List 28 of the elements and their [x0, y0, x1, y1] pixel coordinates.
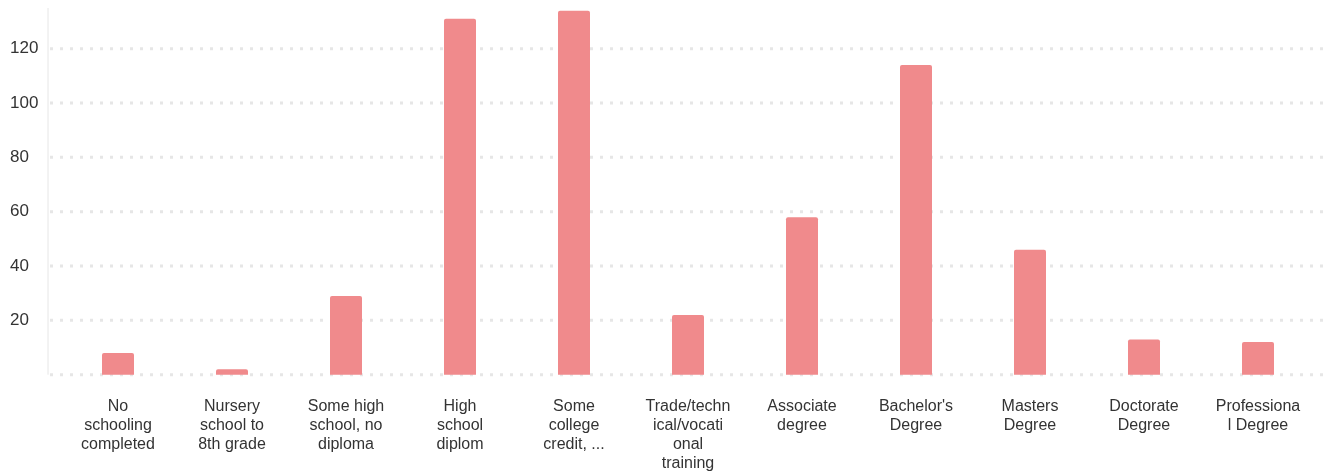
x-tick-label: Some high school, no diploma	[307, 397, 385, 452]
y-tick-label: 80	[10, 146, 29, 166]
bar	[672, 314, 704, 375]
x-tick-label: Professional Degree	[1215, 397, 1301, 433]
x-tick-label: Nursery school to 8th grade	[198, 397, 266, 452]
bar	[1242, 342, 1274, 375]
x-tick-label: Associate degree	[767, 397, 837, 433]
bar	[330, 295, 362, 375]
x-tick-label: High school diplom	[436, 397, 484, 452]
bar	[558, 10, 590, 375]
x-tick-label: Trade/technical/vocational training	[645, 397, 731, 471]
x-tick-label: Masters Degree	[1001, 397, 1059, 433]
bar	[900, 65, 932, 375]
y-tick-label: 120	[10, 38, 39, 58]
x-tick-label: Some college credit, ...	[543, 397, 605, 452]
y-tick-label: 20	[10, 309, 29, 329]
y-tick-label: 100	[10, 92, 39, 112]
bar	[786, 217, 818, 375]
x-tick-label: Bachelor's Degree	[878, 397, 954, 433]
bar	[1014, 249, 1046, 375]
bar	[102, 352, 134, 375]
bar	[1128, 339, 1160, 375]
bar	[444, 18, 476, 375]
x-tick-label: No schooling completed	[81, 397, 155, 452]
y-tick-label: 40	[10, 255, 29, 275]
bar	[216, 369, 248, 375]
x-tick-label: Doctorate Degree	[1109, 397, 1179, 433]
y-tick-label: 60	[10, 201, 29, 221]
